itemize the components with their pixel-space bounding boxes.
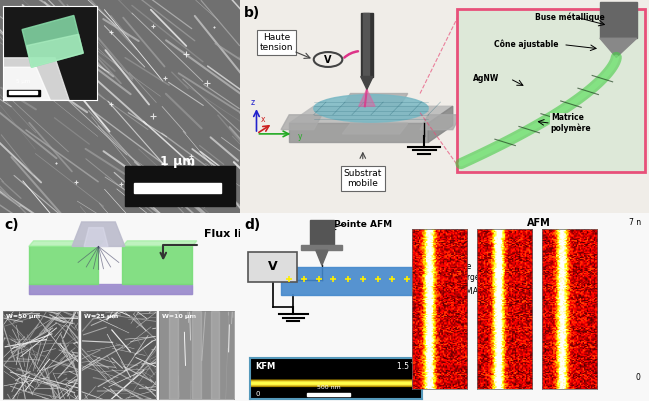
Text: W=50 μm: W=50 μm	[6, 314, 40, 319]
Polygon shape	[420, 115, 461, 130]
Text: Matrice
polymère: Matrice polymère	[551, 113, 591, 133]
Text: Haute
tension: Haute tension	[260, 33, 294, 52]
Text: 500 nm: 500 nm	[317, 385, 340, 390]
FancyBboxPatch shape	[249, 252, 297, 282]
Polygon shape	[359, 89, 375, 106]
Polygon shape	[3, 67, 50, 100]
Text: V: V	[324, 55, 332, 65]
Text: 0: 0	[636, 373, 641, 382]
Bar	[310, 220, 334, 247]
Text: 5 μm: 5 μm	[16, 79, 30, 84]
Text: b): b)	[244, 6, 260, 20]
Polygon shape	[3, 58, 69, 100]
Bar	[29, 286, 192, 294]
Text: W=25 μm: W=25 μm	[84, 314, 118, 319]
Text: z: z	[251, 98, 254, 107]
Bar	[134, 183, 221, 193]
Text: AFM: AFM	[527, 218, 550, 228]
Text: y: y	[297, 132, 302, 141]
Polygon shape	[361, 77, 373, 89]
Bar	[123, 247, 192, 284]
Text: d): d)	[244, 218, 260, 232]
Text: PMMA: PMMA	[453, 287, 478, 296]
Bar	[192, 311, 201, 399]
Bar	[363, 13, 369, 77]
Bar	[29, 247, 99, 284]
Bar	[600, 2, 637, 38]
Text: a): a)	[5, 6, 21, 20]
Polygon shape	[22, 15, 83, 67]
Polygon shape	[72, 222, 125, 247]
Polygon shape	[27, 34, 83, 67]
Text: Cône ajustable: Cône ajustable	[494, 40, 558, 49]
Text: W=10 μm: W=10 μm	[162, 314, 196, 319]
Text: 1 μm: 1 μm	[160, 155, 195, 168]
Bar	[281, 267, 436, 296]
Text: Pointe AFM: Pointe AFM	[334, 220, 392, 229]
Polygon shape	[428, 106, 453, 142]
Text: x: x	[260, 115, 265, 124]
Bar	[169, 311, 178, 399]
Text: 7 n: 7 n	[629, 218, 641, 227]
Polygon shape	[343, 123, 408, 134]
Text: Buse métallique: Buse métallique	[535, 12, 604, 22]
Text: AgNW: AgNW	[473, 74, 500, 83]
Ellipse shape	[313, 95, 428, 122]
Bar	[7, 90, 40, 95]
Bar	[210, 311, 219, 399]
Text: 1.5 V: 1.5 V	[397, 362, 417, 371]
Polygon shape	[316, 250, 328, 265]
Polygon shape	[29, 241, 103, 247]
FancyBboxPatch shape	[457, 8, 645, 172]
Bar	[125, 166, 236, 206]
Polygon shape	[289, 123, 428, 142]
Polygon shape	[123, 241, 197, 247]
Text: c): c)	[5, 218, 19, 232]
Polygon shape	[281, 115, 322, 130]
Text: Substrat
mobile: Substrat mobile	[343, 169, 382, 188]
Bar	[361, 13, 373, 77]
Polygon shape	[600, 38, 637, 57]
Text: 0: 0	[256, 391, 260, 397]
Text: KFM: KFM	[256, 362, 276, 371]
Text: Flux liquide: Flux liquide	[204, 229, 276, 239]
Text: Zone
Chargé: Zone Chargé	[453, 262, 480, 282]
Bar	[9, 91, 37, 94]
Polygon shape	[289, 106, 453, 123]
Polygon shape	[343, 93, 408, 106]
Polygon shape	[84, 228, 108, 247]
Bar	[307, 393, 350, 396]
Polygon shape	[29, 284, 192, 294]
Bar	[302, 245, 343, 250]
Text: V: V	[268, 260, 278, 273]
